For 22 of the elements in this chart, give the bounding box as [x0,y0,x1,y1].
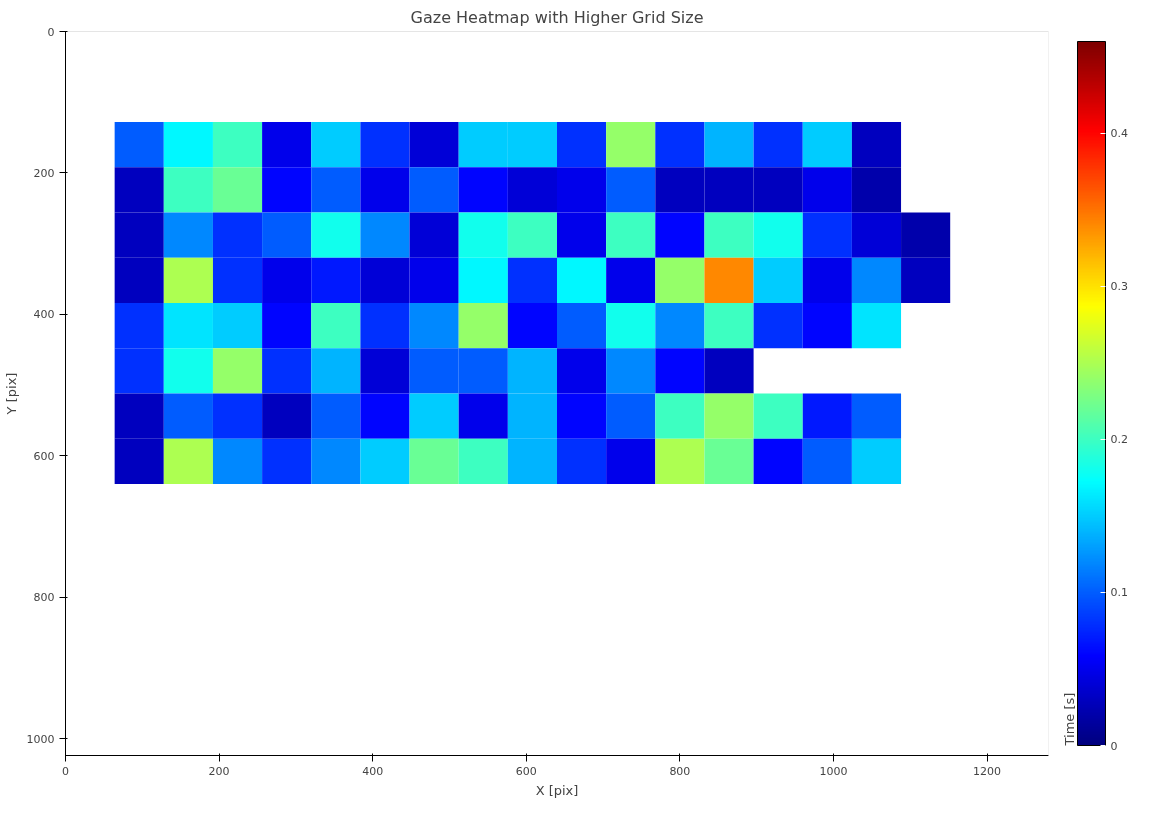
y-tick-label: 0 [47,25,55,39]
x-tick-label: 1000 [819,764,848,778]
x-tick-label: 1200 [973,764,1002,778]
x-tick-label: 400 [362,764,384,778]
color-bar-label: 0.4 [1110,127,1128,141]
color-bar-title: Time [s] [1061,692,1077,747]
color-bar-label: 0.2 [1110,433,1128,447]
color-bar-label: 0 [1110,739,1118,753]
color-bar-label: 0.1 [1110,586,1128,600]
y-tick-label: 400 [33,308,55,322]
y-tick-label: 1000 [26,732,55,746]
x-tick-label: 200 [208,764,230,778]
y-tick-label: 200 [33,166,55,180]
x-tick-label: 600 [515,764,537,778]
x-tick-label: 800 [669,764,691,778]
y-axis-title: Y [pix] [3,372,19,416]
y-tick-label: 600 [33,449,55,463]
y-tick-label: 800 [33,591,55,605]
chart-title: Gaze Heatmap with Higher Grid Size [410,7,704,27]
x-axis-title: X [pix] [535,782,579,798]
color-bar-label: 0.3 [1110,280,1128,294]
x-tick-label: 0 [62,764,69,778]
